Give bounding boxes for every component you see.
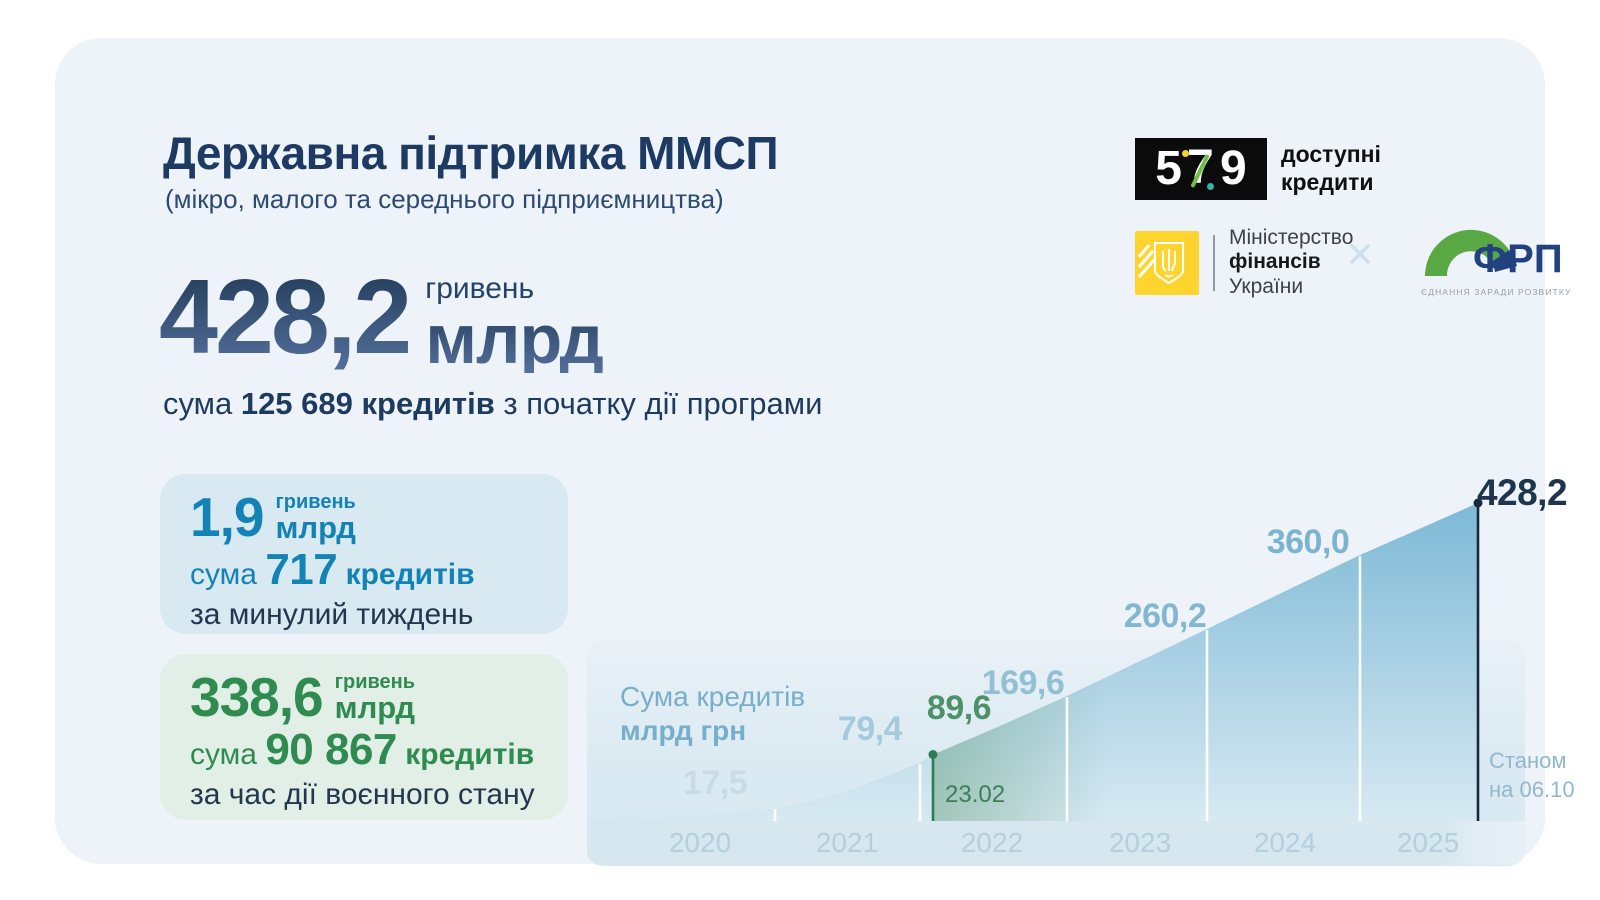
weekly-count: 717: [265, 545, 338, 594]
weekly-unit-scale: млрд: [275, 510, 356, 545]
wartime-unit-currency: гривень: [334, 671, 416, 693]
war-start-value-label: 89,6: [926, 689, 992, 727]
headline-units: гривень млрд: [425, 264, 604, 378]
weekly-count-row: сума 717 кредитів: [190, 545, 538, 594]
page-title: Державна підтримка ММСП: [163, 127, 779, 179]
headline-unit-currency: гривень: [425, 272, 535, 305]
chart-axis-label: Сума кредитів млрд грн: [620, 680, 805, 748]
x-tick-2021: 2021: [815, 827, 879, 858]
minfin-line1: Міністерство: [1229, 226, 1354, 249]
war-period-tint: [933, 503, 1108, 821]
program-label-line2: кредити: [1281, 168, 1374, 195]
weekly-value: 1,9: [190, 486, 264, 548]
program-label-line1: доступні: [1281, 141, 1381, 167]
minfin-line2: фінансів: [1229, 250, 1321, 274]
wartime-period: за час дії воєнного стану: [190, 778, 535, 812]
x-tick-2020: 2020: [668, 827, 732, 858]
as-of-date-label: Станом на 06.10: [1489, 747, 1575, 804]
headline-value: 428,2: [159, 258, 412, 376]
total-loans-line: сума 125 689 кредитів з початку дії прог…: [163, 386, 822, 422]
percent-dot-teal-icon: [1207, 183, 1214, 190]
area-fill: [587, 503, 1478, 821]
program-579-label: доступні кредити: [1281, 141, 1381, 196]
minfin-logo: Міністерство фінансів України: [1135, 226, 1353, 299]
wartime-value-row: 338,6 гривень млрд: [190, 670, 538, 725]
as-of-line2: на 06.10: [1489, 776, 1575, 802]
weekly-units: гривень млрд: [275, 490, 355, 543]
wartime-units: гривень млрд: [335, 670, 415, 723]
weekly-unit-currency: гривень: [275, 491, 356, 513]
chart-x-axis-band: [587, 821, 1525, 865]
latest-marker-dot: [1473, 498, 1483, 508]
year-dividers: [773, 556, 1362, 821]
latest-value-label: 428,2: [1476, 472, 1568, 513]
wartime-count-suffix: кредитів: [396, 738, 535, 771]
milestone-2024-label: 360,0: [1266, 523, 1350, 561]
percent-dot-yellow-icon: [1182, 150, 1189, 157]
program-579-logo: 5 7 9: [1135, 138, 1267, 200]
minfin-trident-icon: [1135, 230, 1199, 295]
wartime-unit-scale: млрд: [334, 690, 416, 725]
wartime-stats-card: 338,6 гривень млрд сума 90 867 кредитів …: [160, 654, 568, 820]
minfin-line3: України: [1229, 274, 1304, 298]
logo-digit-5: 5: [1155, 142, 1182, 195]
war-start-date-label: 23.02: [945, 781, 1006, 808]
logo-stylized-seven: 7: [1182, 144, 1217, 193]
page-subtitle: (мікро, малого та середнього підприємниц…: [165, 184, 724, 214]
weekly-period: за минулий тиждень: [190, 598, 474, 632]
logo-digit-9: 9: [1220, 142, 1247, 195]
main-panel: Державна підтримка ММСП (мікро, малого т…: [55, 38, 1575, 866]
weekly-stats-card: 1,9 гривень млрд сума 717 кредитів за ми…: [160, 474, 568, 634]
frp-arch-icon: ФРП: [1424, 229, 1563, 281]
sumline-prefix: сума: [163, 386, 241, 421]
loans-area-chart: Сума кредитів млрд грн 17,5 79,4 89,6 16…: [587, 468, 1575, 868]
headline-unit-scale: млрд: [425, 300, 604, 378]
headline-total: 428,2 гривень млрд: [159, 258, 604, 378]
area-series: [587, 498, 1483, 821]
wartime-value: 338,6: [190, 666, 324, 728]
svg-text:ФРП: ФРП: [1473, 237, 1563, 280]
wartime-sum-prefix: сума: [190, 738, 266, 771]
x-tick-2025: 2025: [1396, 827, 1460, 858]
x-tick-2023: 2023: [1108, 827, 1172, 858]
milestone-2021-label: 79,4: [837, 710, 903, 748]
weekly-value-row: 1,9 гривень млрд: [190, 490, 538, 545]
minfin-name: Міністерство фінансів України: [1229, 226, 1353, 299]
sumline-count: 125 689 кредитів: [240, 386, 495, 421]
weekly-count-suffix: кредитів: [337, 558, 475, 591]
sumline-suffix: з початку дії програми: [494, 386, 823, 421]
weekly-sum-prefix: сума: [190, 558, 266, 591]
milestone-2023-label: 260,2: [1123, 597, 1207, 635]
milestone-2022-label: 169,6: [981, 664, 1065, 702]
frp-logo: ФРП ЄДНАННЯ ЗАРАДИ РОЗВИТКУ: [1421, 222, 1572, 297]
frp-tagline: ЄДНАННЯ ЗАРАДИ РОЗВИТКУ: [1421, 287, 1572, 297]
chart-axis-label-line2: млрд грн: [620, 715, 747, 747]
wartime-count-row: сума 90 867 кредитів: [190, 725, 538, 774]
as-of-line1: Станом: [1489, 748, 1567, 773]
chart-axis-label-line1: Сума кредитів: [620, 681, 806, 712]
x-tick-2022: 2022: [960, 827, 1024, 858]
partnership-x-icon: ✕: [1345, 234, 1376, 275]
wartime-count: 90 867: [265, 725, 397, 774]
x-tick-2024: 2024: [1253, 827, 1317, 858]
logo-divider: [1213, 234, 1215, 291]
milestone-2020-label: 17,5: [682, 764, 748, 802]
war-start-marker-dot: [928, 750, 938, 759]
